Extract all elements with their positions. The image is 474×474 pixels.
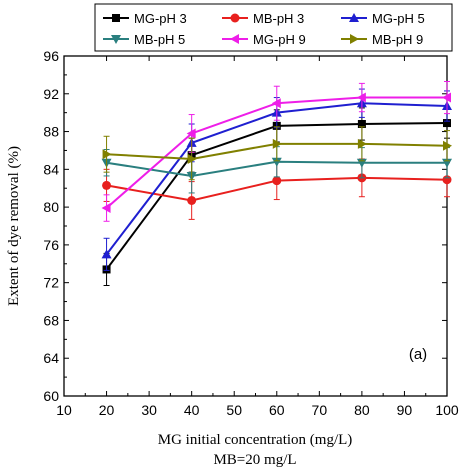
legend-label: MB-pH 5 <box>134 32 185 47</box>
legend-marker <box>230 34 239 44</box>
x-tick-label: 90 <box>397 402 413 418</box>
data-point <box>186 128 196 139</box>
legend-entry: MB-pH 9 <box>341 32 423 47</box>
legend-label: MB-pH 9 <box>372 32 423 47</box>
y-tick-label: 88 <box>43 124 59 140</box>
data-point <box>102 149 112 160</box>
y-tick-label: 80 <box>43 199 59 215</box>
legend-label: MG-pH 5 <box>372 11 425 26</box>
x-tick-label: 80 <box>354 402 370 418</box>
data-point <box>271 98 281 109</box>
y-tick-label: 64 <box>43 350 59 366</box>
data-point <box>356 92 366 103</box>
x-tick-label: 10 <box>56 402 72 418</box>
y-axis-label: Extent of dye removal (%) <box>6 146 22 306</box>
y-tick-label: 96 <box>43 48 59 64</box>
data-point <box>101 249 112 259</box>
x-tick-label: 70 <box>312 402 328 418</box>
y-tick-label: 84 <box>43 161 59 177</box>
legend-entry: MB-pH 3 <box>222 11 304 26</box>
data-point <box>187 153 197 164</box>
legend-marker <box>350 34 359 44</box>
data-point <box>357 120 366 128</box>
y-tick-label: 60 <box>43 388 59 404</box>
data-point <box>272 176 282 186</box>
data-point <box>101 203 111 214</box>
y-tick-label: 92 <box>43 86 59 102</box>
legend-entry: MG-pH 9 <box>222 32 306 47</box>
y-tick-label: 72 <box>43 275 59 291</box>
x-tick-label: 20 <box>99 402 115 418</box>
x-tick-label: 40 <box>184 402 200 418</box>
data-point <box>443 119 451 128</box>
legend-label: MB-pH 3 <box>253 11 304 26</box>
legend-marker <box>349 13 359 22</box>
legend-entry: MG-pH 5 <box>341 11 425 26</box>
data-point <box>442 92 451 103</box>
x-axis-label: MG initial concentration (mg/L) <box>158 432 353 448</box>
x-tick-label: 60 <box>269 402 285 418</box>
data-point <box>272 138 282 149</box>
series-layer <box>101 81 452 286</box>
legend: MG-pH 3 MB-pH 3 MG-pH 5 MB-pH 5 MG-pH 9 MB-pH… <box>94 3 453 52</box>
x-tick-label: 50 <box>226 402 242 418</box>
legend-marker <box>111 35 121 44</box>
series-mb-ph9 <box>102 126 452 181</box>
data-point <box>443 140 452 151</box>
data-point <box>357 138 367 149</box>
y-tick-label: 68 <box>43 312 59 328</box>
legend-entry: MB-pH 5 <box>103 32 185 47</box>
data-point <box>271 157 282 167</box>
legend-marker <box>112 14 120 22</box>
plot-frame <box>63 55 448 397</box>
x-tick-label: 100 <box>435 402 459 418</box>
data-point <box>187 196 197 205</box>
legend-entry: MG-pH 3 <box>103 11 187 26</box>
y-tick-label: 76 <box>43 237 59 253</box>
legend-marker <box>230 13 240 23</box>
x-axis-sublabel: MB=20 mg/L <box>213 452 296 468</box>
legend-label: MG-pH 9 <box>253 32 306 47</box>
axes: 10 20 30 40 50 60 70 80 90 100 60 64 68 72 76 80 84 88 92 9… <box>43 48 458 418</box>
x-tick-label: 30 <box>141 402 157 418</box>
legend-label: MG-pH 3 <box>134 11 187 26</box>
data-point <box>102 180 112 190</box>
panel-annotation: (a) <box>409 346 427 363</box>
legend-box <box>94 3 453 52</box>
